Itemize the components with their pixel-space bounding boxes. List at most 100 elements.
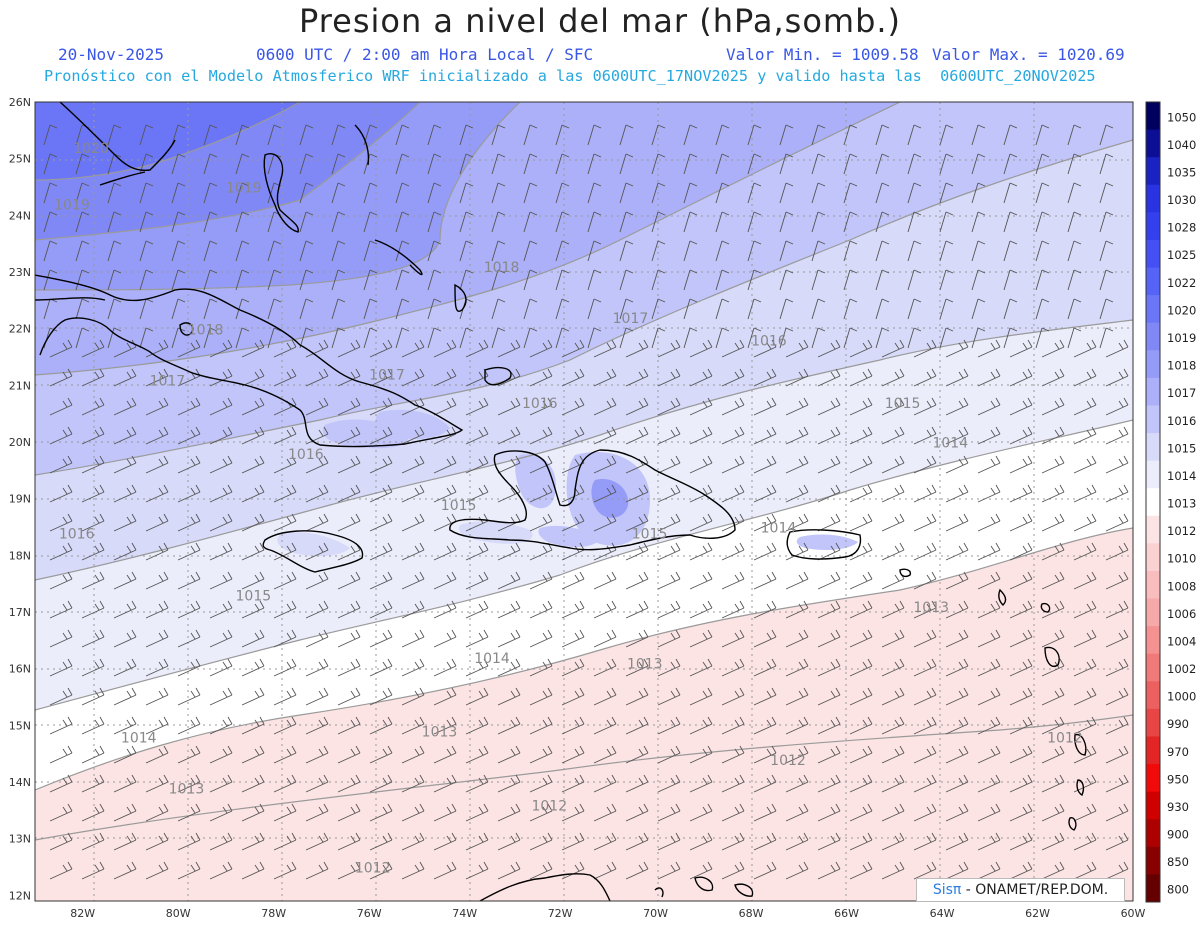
wind-barb [241, 513, 265, 532]
wind-barb [401, 832, 425, 851]
wind-barb [427, 298, 442, 320]
wind-barb [817, 803, 841, 822]
contour-labels: 1020 1019 1019 1018 1018 1017 1017 1017 1016 1016… [54, 141, 1083, 877]
colorbar-label: 970 [1167, 745, 1189, 759]
wind-barb [747, 298, 762, 320]
wind-barb [881, 774, 905, 793]
wind-barb [555, 124, 570, 146]
wind-barb [497, 484, 521, 503]
wind-barb [977, 716, 1001, 735]
wind-barb [107, 211, 122, 233]
wind-barb [465, 774, 489, 793]
wind-barb [369, 658, 393, 677]
wind-barb [209, 513, 233, 532]
wind-barb [785, 484, 809, 503]
wind-barb [785, 861, 809, 880]
wind-barb [587, 211, 602, 233]
wind-barb [785, 571, 809, 590]
wind-barb [721, 716, 745, 735]
wind-barb [331, 153, 346, 175]
wind-barb [881, 513, 905, 532]
wind-barb [491, 298, 506, 320]
wind-barb [811, 298, 826, 320]
wind-barb [657, 687, 681, 706]
wind-barb [715, 327, 730, 349]
wind-barb [465, 716, 489, 735]
wind-barb [401, 774, 425, 793]
wind-barb [881, 600, 905, 619]
wind-barb [241, 716, 265, 735]
wind-barb [971, 153, 986, 175]
wind-barb [817, 339, 841, 358]
wind-barb [945, 629, 969, 648]
wind-barb [1105, 368, 1129, 387]
wind-barb [113, 368, 137, 387]
wind-barb [593, 658, 617, 677]
wind-barb [1009, 774, 1033, 793]
contour-label: 1015 [236, 589, 272, 605]
wind-barb [203, 327, 218, 349]
wind-barb [497, 455, 521, 474]
colorbar-label: 1008 [1167, 579, 1196, 593]
wind-barb [977, 803, 1001, 822]
wind-barb [241, 687, 265, 706]
wind-barb [913, 803, 937, 822]
south-america-coastline [479, 873, 611, 901]
wind-barb [331, 298, 346, 320]
wind-barb [1009, 687, 1033, 706]
wind-barb [107, 124, 122, 146]
wind-barb [785, 687, 809, 706]
wind-barb [817, 426, 841, 445]
wind-barb [971, 182, 986, 204]
colorbar-swatch [1146, 543, 1160, 572]
wind-barb [369, 629, 393, 648]
wind-barb [235, 240, 250, 262]
contour-label: 1018 [484, 260, 520, 276]
contour-label: 1017 [613, 311, 649, 327]
wind-barb [651, 182, 666, 204]
wind-barb [913, 600, 937, 619]
wind-barb [593, 426, 617, 445]
colorbar-swatch [1146, 681, 1160, 710]
wind-barb [1105, 571, 1129, 590]
wind-barb [907, 298, 922, 320]
wind-barb [81, 426, 105, 445]
wind-barb [785, 339, 809, 358]
wind-barb [747, 269, 762, 291]
lon-label: 60W [1121, 907, 1146, 920]
wind-barb [1009, 426, 1033, 445]
wind-barb [1041, 455, 1065, 474]
wind-barb [273, 339, 297, 358]
wind-barb [945, 687, 969, 706]
wind-barb [235, 182, 250, 204]
wind-barb [177, 455, 201, 474]
colorbar-swatch [1146, 377, 1160, 406]
colorbar-label: 1017 [1167, 386, 1196, 400]
wind-barb [529, 745, 553, 764]
wind-barb [1105, 542, 1129, 561]
wind-barb [363, 182, 378, 204]
wind-barb [529, 774, 553, 793]
wind-barb [651, 211, 666, 233]
wind-barb [977, 339, 1001, 358]
wind-barb [555, 182, 570, 204]
wind-barb [523, 298, 538, 320]
wind-barb [907, 124, 922, 146]
wind-barb [657, 368, 681, 387]
wind-barb [241, 803, 265, 822]
wind-barb [1009, 484, 1033, 503]
wind-barb [913, 339, 937, 358]
colorbar-label: 1019 [1167, 331, 1196, 345]
wind-barb [625, 716, 649, 735]
wind-barb [1105, 600, 1129, 619]
colorbar-label: 1012 [1167, 524, 1196, 538]
colorbar-label: 1016 [1167, 414, 1196, 428]
wind-barb [113, 426, 137, 445]
wind-barb [369, 571, 393, 590]
contour-label: 1016 [288, 447, 324, 463]
wind-barb [171, 327, 186, 349]
wind-barb [43, 182, 58, 204]
wind-barb [785, 542, 809, 561]
lon-label: 68W [739, 907, 764, 920]
wind-barb [529, 368, 553, 387]
